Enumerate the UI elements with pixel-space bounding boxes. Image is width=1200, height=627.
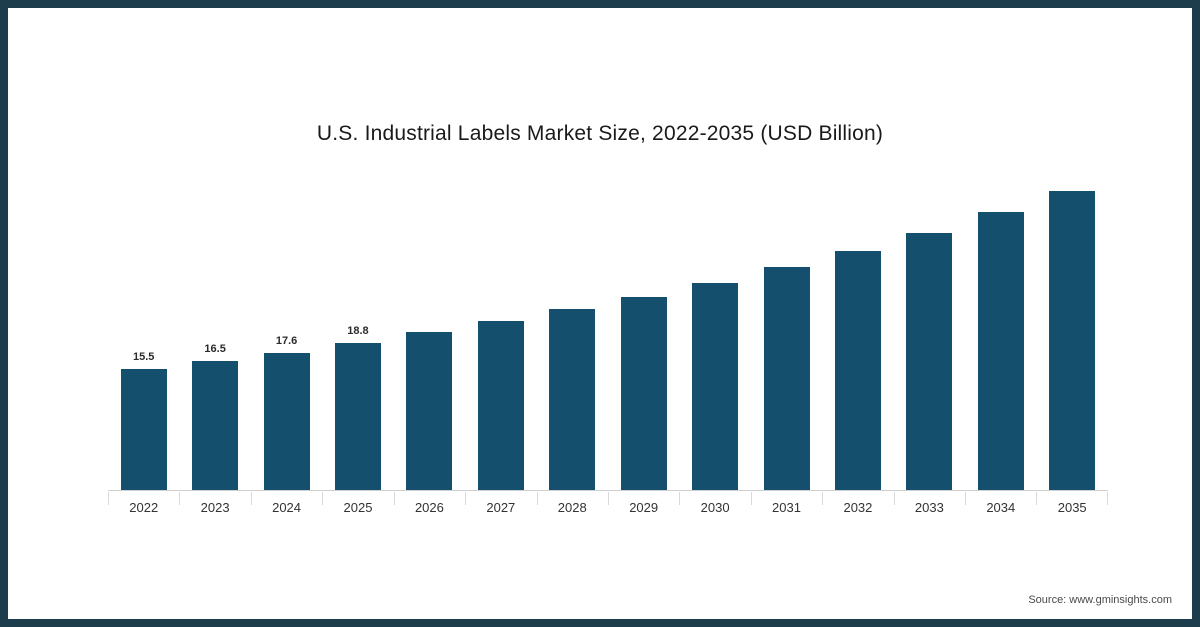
bar-column-2028 <box>537 178 608 490</box>
source-note: Source: www.gminsights.com <box>1028 594 1172 606</box>
x-axis-label-2029: 2029 <box>607 492 679 515</box>
x-axis-label-2033: 2033 <box>893 492 965 515</box>
x-axis-label-2023: 2023 <box>179 492 250 515</box>
bar-value-label-2023: 16.5 <box>204 343 226 356</box>
x-axis-label-2024: 2024 <box>250 492 322 515</box>
bar-2023 <box>192 361 239 490</box>
bar-2033 <box>906 232 953 490</box>
x-axis-label-2026: 2026 <box>393 492 465 515</box>
bar-2032 <box>834 250 881 490</box>
bar-column-2024: 17.6 <box>251 178 322 490</box>
bar-column-2030 <box>679 178 750 490</box>
x-axis-label-2031: 2031 <box>750 492 822 515</box>
bar-2030 <box>692 282 739 490</box>
bar-column-2027 <box>465 178 536 490</box>
x-axis-label-2025: 2025 <box>322 492 393 515</box>
bar-column-2033 <box>894 178 965 490</box>
bar-2027 <box>477 320 524 490</box>
bar-column-2035 <box>1036 178 1107 490</box>
x-axis-label-2034: 2034 <box>965 492 1036 515</box>
bar-column-2025: 18.8 <box>322 178 393 490</box>
x-axis-label-2022: 2022 <box>108 492 179 515</box>
bar-2025 <box>334 343 381 490</box>
bar-value-label-2022: 15.5 <box>133 351 155 364</box>
bar-2034 <box>977 212 1024 490</box>
bar-2026 <box>406 331 453 490</box>
x-axis-label-2032: 2032 <box>822 492 893 515</box>
bar-column-2029 <box>608 178 679 490</box>
bar-2035 <box>1049 191 1096 490</box>
bar-2024 <box>263 352 310 490</box>
chart-title: U.S. Industrial Labels Market Size, 2022… <box>316 122 884 145</box>
bar-2022 <box>120 369 167 490</box>
bar-column-2023: 16.5 <box>179 178 250 490</box>
x-axis-label-2028: 2028 <box>536 492 608 515</box>
bar-column-2022: 15.5 <box>108 178 179 490</box>
plot-area: 15.5 16.5 17.6 18.8 <box>108 178 1108 491</box>
x-axis-labels: 2022 2023 2024 2025 2026 2027 2028 2029 2030 2031… <box>108 492 1108 515</box>
bar-value-label-2024: 17.6 <box>275 334 298 347</box>
bar-column-2034 <box>965 178 1036 490</box>
x-axis-label-2030: 2030 <box>679 492 750 515</box>
x-axis-label-2035: 2035 <box>1036 492 1107 515</box>
bar-2028 <box>549 309 596 490</box>
bar-column-2031 <box>751 178 822 490</box>
bar-value-label-2025: 18.8 <box>347 325 369 338</box>
bar-2029 <box>620 297 667 490</box>
x-axis-label-2027: 2027 <box>465 492 536 515</box>
bar-2031 <box>763 266 810 490</box>
bar-column-2026 <box>394 178 465 490</box>
bar-column-2032 <box>822 178 893 490</box>
